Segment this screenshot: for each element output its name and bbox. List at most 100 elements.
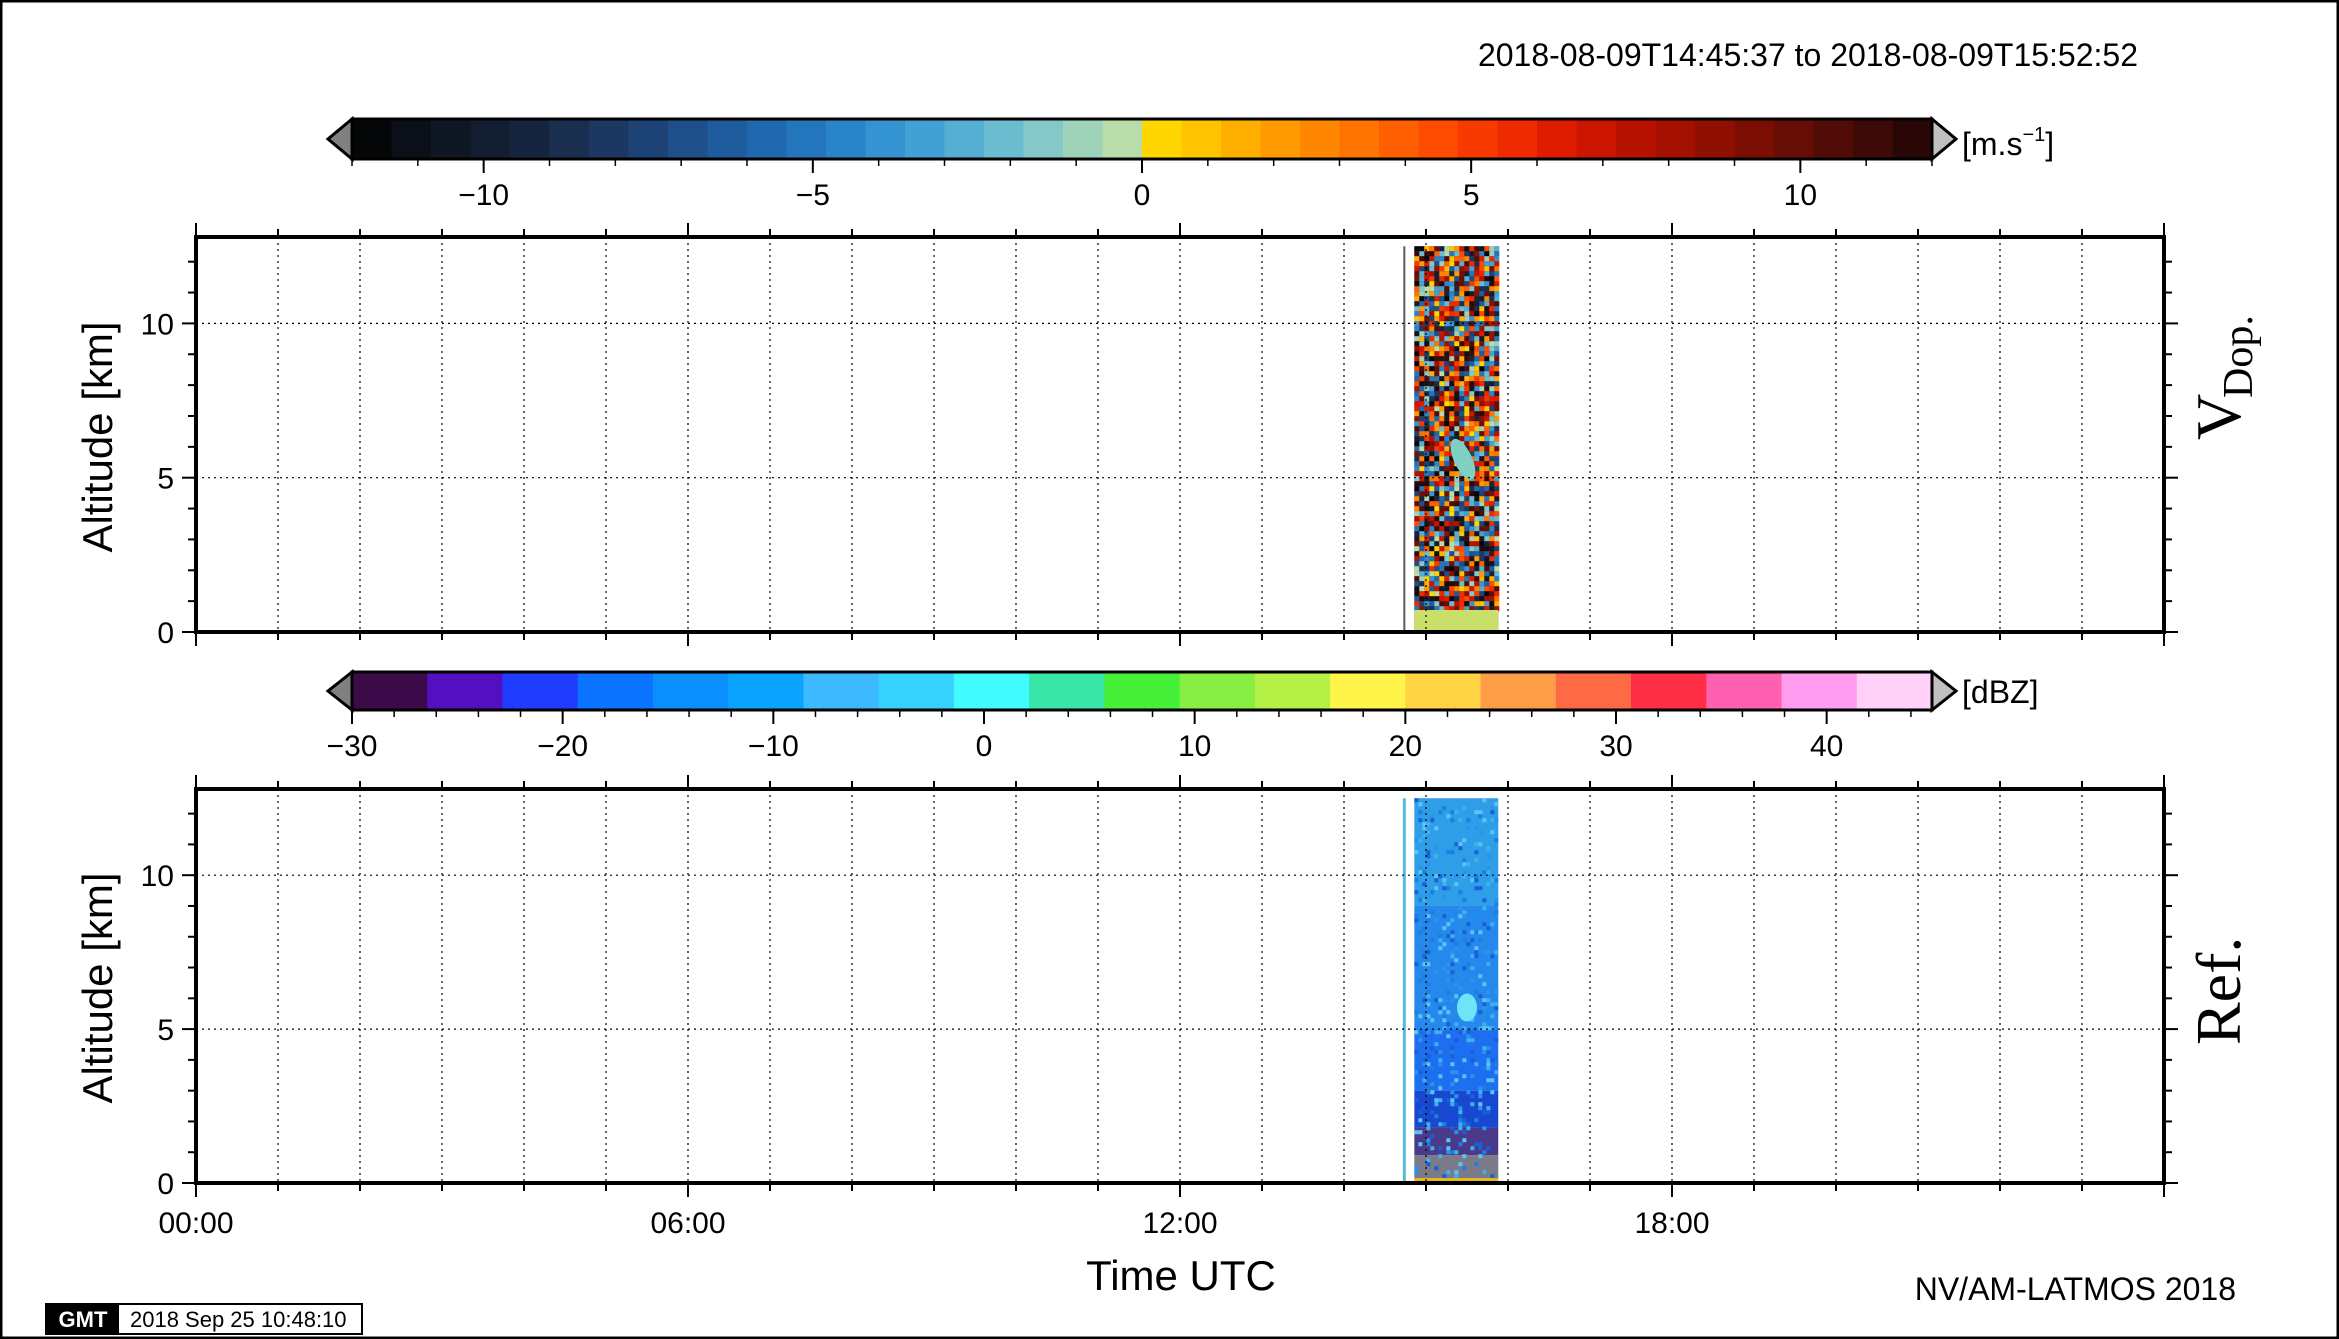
doppler-data-cell: [1449, 476, 1455, 482]
doppler-data-cell: [1494, 416, 1500, 422]
doppler-data-cell: [1444, 426, 1450, 432]
doppler-data-cell: [1424, 356, 1430, 362]
reflectivity-data-cell: [1478, 1094, 1483, 1099]
doppler-data-cell: [1474, 436, 1480, 442]
doppler-data-cell: [1459, 381, 1465, 387]
doppler-data-cell: [1434, 371, 1440, 377]
doppler-data-cell: [1449, 371, 1455, 377]
doppler-panel-label-main: V: [2183, 394, 2254, 440]
doppler-data-cell: [1464, 341, 1470, 347]
doppler-data-cell: [1434, 341, 1440, 347]
reflectivity-frame: [194, 787, 2166, 1185]
doppler-data-cell: [1489, 581, 1495, 587]
doppler-data-cell: [1424, 371, 1430, 377]
doppler-data-cell: [1469, 511, 1475, 517]
doppler-data-cell: [1469, 391, 1475, 397]
doppler-data-cell: [1464, 311, 1470, 317]
doppler-data-cell: [1489, 526, 1495, 532]
doppler-data-cell: [1414, 366, 1420, 372]
doppler-data-cell: [1444, 371, 1450, 377]
reflectivity-data-cell: [1442, 806, 1447, 811]
doppler-data-cell: [1489, 256, 1495, 262]
reflectivity-data-cell: [1454, 958, 1459, 963]
reflectivity-data-cell: [1426, 854, 1431, 859]
reflectivity-data-cell: [1466, 1034, 1471, 1039]
doppler-data-cell: [1459, 316, 1465, 322]
reflectivity-data-cell: [1486, 926, 1491, 931]
doppler-data-cell: [1464, 386, 1470, 392]
reflectivity-data-cell: [1446, 922, 1451, 927]
reflectivity-data-cell: [1446, 886, 1451, 891]
doppler-data-cell: [1484, 586, 1490, 592]
doppler-data-cell: [1494, 596, 1500, 602]
doppler-data-cell: [1419, 361, 1425, 367]
doppler-data-cell: [1489, 336, 1495, 342]
doppler-data-cell: [1414, 606, 1420, 612]
doppler-data-cell: [1489, 351, 1495, 357]
doppler-data-cell: [1444, 286, 1450, 292]
reflectivity-data-cell: [1482, 950, 1487, 955]
doppler-data-cell: [1429, 301, 1435, 307]
doppler-data-cell: [1434, 486, 1440, 492]
reflectivity-data-cell: [1450, 1070, 1455, 1075]
reflectivity-data-cell: [1458, 890, 1463, 895]
reflectivity-data-cell: [1474, 858, 1479, 863]
doppler-data-cell: [1454, 356, 1460, 362]
doppler-data-cell: [1484, 246, 1490, 252]
doppler-data-cell: [1484, 576, 1490, 582]
doppler-data-cell: [1494, 511, 1500, 517]
doppler-data-cell: [1419, 266, 1425, 272]
doppler-data-cell: [1479, 286, 1485, 292]
reflectivity-data-cell: [1462, 1154, 1467, 1159]
doppler-data-cell: [1444, 261, 1450, 267]
doppler-data-cell: [1464, 546, 1470, 552]
doppler-data-cell: [1474, 381, 1480, 387]
reflectivity-data-cell: [1454, 810, 1459, 815]
doppler-data-cell: [1439, 281, 1445, 287]
doppler-data-cell: [1469, 401, 1475, 407]
doppler-data-cell: [1459, 521, 1465, 527]
doppler-colorbar-segment: [707, 119, 748, 159]
doppler-data-cell: [1484, 316, 1490, 322]
reflectivity-data-cell: [1482, 870, 1487, 875]
doppler-colorbar-tick-label: 5: [1463, 179, 1480, 212]
doppler-data-cell: [1479, 426, 1485, 432]
doppler-data-cell: [1454, 341, 1460, 347]
doppler-data-cell: [1419, 521, 1425, 527]
reflectivity-data-cell: [1418, 810, 1423, 815]
reflectivity-data-cell: [1458, 1126, 1463, 1131]
doppler-data-cell: [1439, 331, 1445, 337]
doppler-data-cell: [1479, 601, 1485, 607]
doppler-data-cell: [1449, 456, 1455, 462]
doppler-data-cell: [1424, 296, 1430, 302]
doppler-data-cell: [1444, 376, 1450, 382]
doppler-data-cell: [1489, 286, 1495, 292]
reflectivity-data-cell: [1426, 990, 1431, 995]
doppler-data-cell: [1474, 266, 1480, 272]
doppler-data-cell: [1414, 391, 1420, 397]
reflectivity-data-cell: [1486, 950, 1491, 955]
time-axis-ticks: 00:00 06:00 12:00 18:00: [158, 1207, 1709, 1240]
doppler-data-cell: [1484, 371, 1490, 377]
reflectivity-data-cell: [1438, 1074, 1443, 1079]
reflectivity-data-cell: [1434, 1050, 1439, 1055]
doppler-data-cell: [1454, 336, 1460, 342]
doppler-data-cell: [1419, 421, 1425, 427]
doppler-data-cell: [1444, 336, 1450, 342]
doppler-data-cell: [1449, 356, 1455, 362]
doppler-data-cell: [1484, 341, 1490, 347]
reflectivity-colorbar-segment: [953, 672, 1030, 710]
reflectivity-data-cell: [1462, 1138, 1467, 1143]
doppler-data-cell: [1419, 411, 1425, 417]
reflectivity-colorbar-segment: [1856, 672, 1933, 710]
doppler-data-cell: [1429, 336, 1435, 342]
doppler-data-cell: [1494, 376, 1500, 382]
reflectivity-data-cell: [1426, 830, 1431, 835]
reflectivity-data-cell: [1462, 898, 1467, 903]
doppler-data-cell: [1494, 346, 1500, 352]
doppler-data-cell: [1429, 536, 1435, 542]
reflectivity-data-cell: [1458, 930, 1463, 935]
doppler-data-cell: [1434, 376, 1440, 382]
doppler-ytick-label: 10: [141, 308, 174, 341]
doppler-data-cell: [1454, 396, 1460, 402]
